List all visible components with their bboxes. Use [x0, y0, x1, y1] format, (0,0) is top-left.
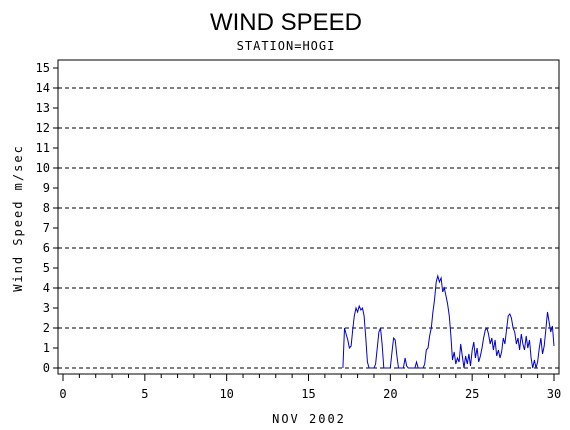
y-tick-label-9: 9	[43, 181, 50, 195]
gridlines	[58, 87, 559, 369]
y-tick-label-11: 11	[36, 141, 50, 155]
chart-title: WIND SPEED	[210, 9, 362, 36]
y-tick-label-5: 5	[43, 261, 50, 275]
y-tick-label-3: 3	[43, 301, 50, 315]
plot-frame	[57, 59, 560, 375]
x-tick-label-5: 5	[141, 387, 148, 401]
x-axis-label: NOV 2002	[272, 412, 346, 426]
y-tick-label-15: 15	[36, 61, 50, 75]
y-tick-label-8: 8	[43, 201, 50, 215]
y-tick-label-6: 6	[43, 241, 50, 255]
chart-subtitle: STATION=HOGI	[237, 39, 336, 53]
x-tick-label-15: 15	[301, 387, 315, 401]
series-line-0	[342, 274, 555, 369]
y-axis-label: Wind Speed m/sec	[11, 144, 25, 292]
y-tick-label-14: 14	[36, 81, 50, 95]
y-tick-label-2: 2	[43, 321, 50, 335]
x-tick-label-30: 30	[547, 387, 561, 401]
x-tick-label-10: 10	[219, 387, 233, 401]
x-tick-label-20: 20	[383, 387, 397, 401]
y-tick-label-4: 4	[43, 281, 50, 295]
y-tick-label-12: 12	[36, 121, 50, 135]
y-tick-label-1: 1	[43, 341, 50, 355]
series-group	[342, 274, 555, 369]
x-axis-ticks: 0 5 10 15 20 25 30	[59, 374, 561, 401]
y-tick-label-10: 10	[36, 161, 50, 175]
x-tick-label-25: 25	[465, 387, 479, 401]
y-tick-label-13: 13	[36, 101, 50, 115]
y-tick-label-7: 7	[43, 221, 50, 235]
x-tick-label-0: 0	[59, 387, 66, 401]
y-tick-label-0: 0	[43, 361, 50, 375]
